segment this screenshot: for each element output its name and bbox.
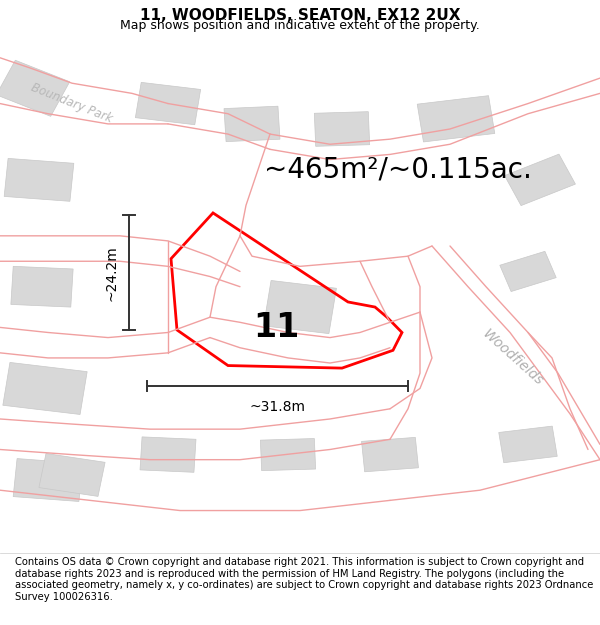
Text: ~31.8m: ~31.8m xyxy=(250,400,305,414)
Bar xyxy=(3,362,87,414)
Text: 11: 11 xyxy=(253,311,299,344)
Bar xyxy=(499,426,557,462)
Bar xyxy=(263,281,337,334)
Bar xyxy=(13,459,83,501)
Text: Woodfields: Woodfields xyxy=(480,327,546,389)
Bar xyxy=(39,454,105,496)
Bar xyxy=(140,437,196,472)
Bar xyxy=(500,251,556,291)
Bar xyxy=(505,154,575,206)
Bar xyxy=(260,439,316,471)
Text: Boundary Park: Boundary Park xyxy=(29,81,115,126)
Text: ~24.2m: ~24.2m xyxy=(104,245,118,301)
Bar xyxy=(224,106,280,142)
Bar xyxy=(314,112,370,146)
Text: Map shows position and indicative extent of the property.: Map shows position and indicative extent… xyxy=(120,19,480,32)
Bar xyxy=(0,60,70,116)
Bar xyxy=(11,266,73,307)
Text: ~465m²/~0.115ac.: ~465m²/~0.115ac. xyxy=(264,156,532,184)
Bar xyxy=(4,158,74,201)
Text: Contains OS data © Crown copyright and database right 2021. This information is : Contains OS data © Crown copyright and d… xyxy=(15,557,593,602)
Bar xyxy=(362,438,418,472)
Text: 11, WOODFIELDS, SEATON, EX12 2UX: 11, WOODFIELDS, SEATON, EX12 2UX xyxy=(140,9,460,24)
Bar xyxy=(136,82,200,125)
Bar xyxy=(417,96,495,142)
